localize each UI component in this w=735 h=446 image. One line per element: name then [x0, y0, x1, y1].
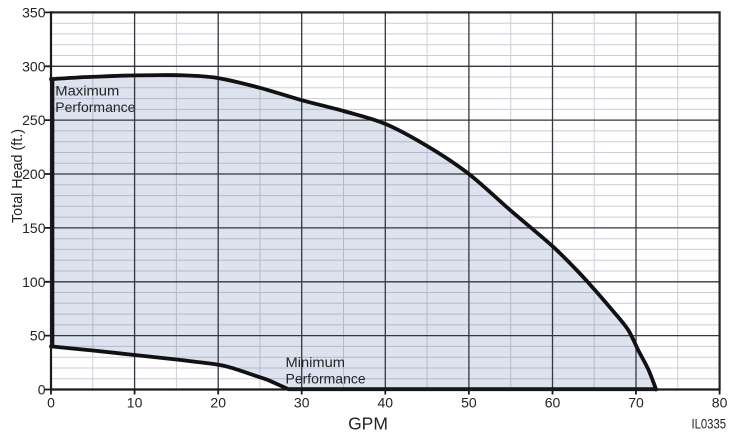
- svg-text:20: 20: [210, 395, 226, 411]
- svg-text:IL0335: IL0335: [692, 417, 727, 432]
- svg-text:50: 50: [30, 328, 46, 344]
- svg-text:10: 10: [127, 395, 143, 411]
- svg-text:40: 40: [378, 395, 394, 411]
- svg-text:Maximum: Maximum: [55, 83, 119, 99]
- svg-text:70: 70: [628, 395, 644, 411]
- svg-text:GPM: GPM: [348, 414, 388, 434]
- svg-text:Total Head (ft.): Total Head (ft.): [9, 129, 26, 223]
- svg-text:150: 150: [22, 220, 46, 236]
- svg-text:30: 30: [294, 395, 310, 411]
- svg-text:250: 250: [22, 112, 46, 128]
- svg-text:80: 80: [712, 395, 728, 411]
- svg-text:0: 0: [38, 382, 46, 398]
- svg-text:50: 50: [461, 395, 477, 411]
- svg-text:350: 350: [22, 4, 46, 20]
- svg-text:60: 60: [545, 395, 561, 411]
- svg-text:Performance: Performance: [286, 371, 366, 387]
- svg-text:Performance: Performance: [55, 99, 135, 115]
- svg-text:200: 200: [22, 166, 46, 182]
- svg-text:0: 0: [47, 395, 55, 411]
- svg-text:300: 300: [22, 58, 46, 74]
- svg-text:100: 100: [22, 274, 46, 290]
- svg-text:Minimum: Minimum: [286, 354, 346, 370]
